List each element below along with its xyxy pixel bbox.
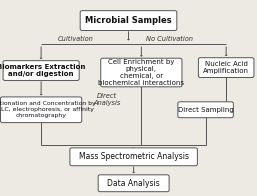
FancyBboxPatch shape [1,97,82,123]
Text: Microbial Samples: Microbial Samples [85,16,172,25]
FancyBboxPatch shape [178,102,233,118]
FancyBboxPatch shape [198,58,254,77]
Text: No Cultivation: No Cultivation [146,36,193,42]
Text: Cell Enrichment by
physical,
chemical, or
biochemical interactions: Cell Enrichment by physical, chemical, o… [98,59,184,86]
Text: Fractionation and Concentration by
GC, LC, electrophoresis, or affinity
chromato: Fractionation and Concentration by GC, L… [0,101,96,118]
FancyBboxPatch shape [98,175,169,192]
FancyBboxPatch shape [70,148,197,166]
FancyBboxPatch shape [101,58,182,87]
Text: Direct
Analysis: Direct Analysis [93,93,120,106]
Text: Data Analysis: Data Analysis [107,179,160,188]
Text: Biomarkers Extraction
and/or digestion: Biomarkers Extraction and/or digestion [0,64,85,77]
Text: Cultivation: Cultivation [58,36,94,42]
Text: Direct Sampling: Direct Sampling [178,107,233,113]
Text: Mass Spectrometric Analysis: Mass Spectrometric Analysis [79,152,189,161]
FancyBboxPatch shape [80,11,177,31]
Text: Nucleic Acid
Amplification: Nucleic Acid Amplification [203,61,249,74]
FancyBboxPatch shape [3,61,79,81]
